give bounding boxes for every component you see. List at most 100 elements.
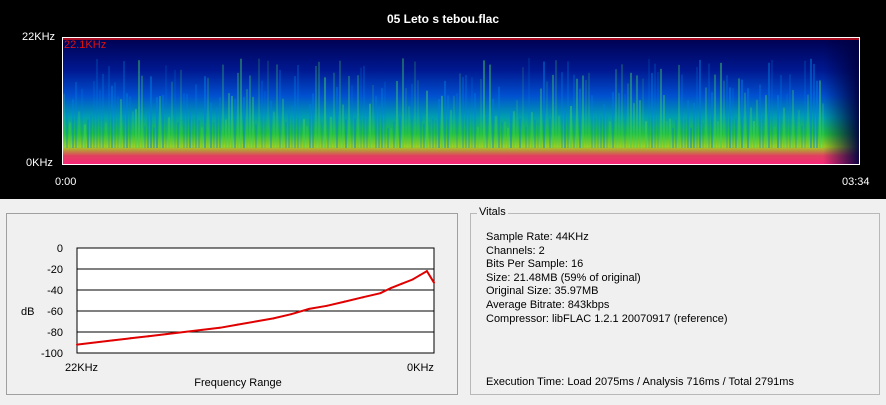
spectrum-streak [288, 110, 290, 148]
spectrum-streak [735, 118, 737, 148]
spectrogram-x-start-label: 0:00 [55, 176, 77, 188]
spectrum-streak [192, 118, 194, 148]
spectrum-streak [792, 89, 794, 148]
spectrum-streak [195, 84, 197, 148]
spectrum-streak [162, 95, 164, 148]
spectrum-streak [615, 69, 617, 148]
spectrum-streak [129, 96, 131, 148]
spectrum-streak [66, 110, 68, 148]
spectrum-streak [813, 63, 815, 148]
spectrum-streak [579, 88, 581, 148]
spectrum-streak [414, 61, 416, 149]
spectrum-streak [357, 75, 359, 148]
spectrum-streak [627, 83, 629, 148]
spectrum-streak [804, 60, 806, 148]
spectrum-streak [681, 74, 683, 148]
spectrum-streak [165, 65, 167, 148]
spectrum-streak [489, 64, 491, 148]
peak-frequency-label: 22.1KHz [64, 39, 107, 51]
spectrum-streak [597, 111, 599, 148]
spectrum-streak [636, 75, 638, 148]
spectrogram-x-end-label: 03:34 [842, 176, 870, 188]
spectrum-streak [513, 111, 515, 148]
average-bitrate: Average Bitrate: 843kbps [486, 298, 610, 311]
spectrum-streak [762, 115, 764, 148]
spectrum-streak [588, 72, 590, 148]
spectrum-streak [303, 119, 305, 148]
spectrum-streak [603, 104, 605, 148]
curve-point [111, 339, 114, 342]
y-tick-label: -40 [47, 285, 63, 297]
spectrum-streak [801, 126, 803, 148]
spectrum-streak [399, 116, 401, 148]
spectrum-streak [144, 126, 146, 148]
x-tick-label: 0KHz [407, 362, 434, 374]
spectrum-streak [240, 58, 242, 148]
curve-point [418, 274, 421, 277]
spectrum-streak [621, 64, 623, 148]
compressor: Compressor: libFLAC 1.2.1 20070917 (refe… [486, 312, 728, 325]
spectrum-streak [204, 76, 206, 148]
spectrum-streak [384, 81, 386, 148]
spectrum-streak [645, 121, 647, 148]
spectrum-streak [78, 111, 80, 148]
spectrum-streak [171, 81, 173, 148]
bits-per-sample: Bits Per Sample: 16 [486, 258, 584, 271]
spectrum-streak [183, 93, 185, 148]
curve-point [361, 296, 364, 299]
spectrum-streak [237, 72, 239, 148]
spectrum-streak [405, 88, 407, 148]
x-tick-label: 22KHz [65, 362, 98, 374]
curve-point [254, 320, 257, 323]
spectrum-streak [693, 103, 695, 148]
curve-point [147, 335, 150, 338]
spectrum-streak [312, 93, 314, 148]
spectrum-streak [672, 127, 674, 148]
spectrum-streak [186, 93, 188, 148]
channels: Channels: 2 [486, 244, 545, 257]
spectrum-streak [453, 95, 455, 148]
curve-point [129, 337, 132, 340]
spectrum-streak [189, 111, 191, 148]
spectrum-streak [222, 64, 224, 148]
spectrum-streak [105, 122, 107, 148]
spectrum-streak [669, 118, 671, 148]
spectrum-streak [87, 119, 89, 148]
curve-point [236, 323, 239, 326]
spectrum-streak [342, 104, 344, 148]
spectrum-streak [72, 99, 74, 148]
spectrum-streak [345, 119, 347, 148]
curve-point [165, 333, 168, 336]
spectrum-streak [90, 114, 92, 148]
vitals-list: Sample Rate: 44KHz Channels: 2 Bits Per … [486, 231, 728, 326]
spectrum-streak [417, 80, 419, 148]
spectrum-streak [702, 123, 704, 148]
spectrum-streak [696, 66, 698, 148]
spectrum-streak [507, 127, 509, 148]
spectrum-streak [633, 103, 635, 148]
spectrum-streak [528, 58, 530, 149]
spectrum-streak [483, 60, 485, 148]
spectrum-streak [819, 80, 821, 148]
spectrum-streak [795, 111, 797, 148]
spectrum-streak [780, 75, 782, 148]
spectrum-streak [546, 81, 548, 148]
spectrum-streak [675, 119, 677, 148]
spectrum-streak [750, 107, 752, 148]
spectrum-streak [264, 91, 266, 148]
spectrum-streak [348, 75, 350, 148]
spectrum-streak [378, 106, 380, 148]
y-tick-label: -100 [41, 348, 63, 360]
spectrum-streak [81, 88, 83, 148]
spectrum-streak [717, 121, 719, 148]
spectrum-streak [624, 94, 626, 148]
spectrum-streak [255, 124, 257, 148]
y-tick-label: -20 [47, 264, 63, 276]
spectrum-streak [96, 59, 98, 148]
spectrum-streak [93, 80, 95, 148]
spectrum-streak [420, 110, 422, 148]
spectrum-streak [558, 115, 560, 148]
spectrum-streak [774, 126, 776, 148]
spectrum-streak [720, 62, 722, 148]
curve-point [93, 341, 96, 344]
